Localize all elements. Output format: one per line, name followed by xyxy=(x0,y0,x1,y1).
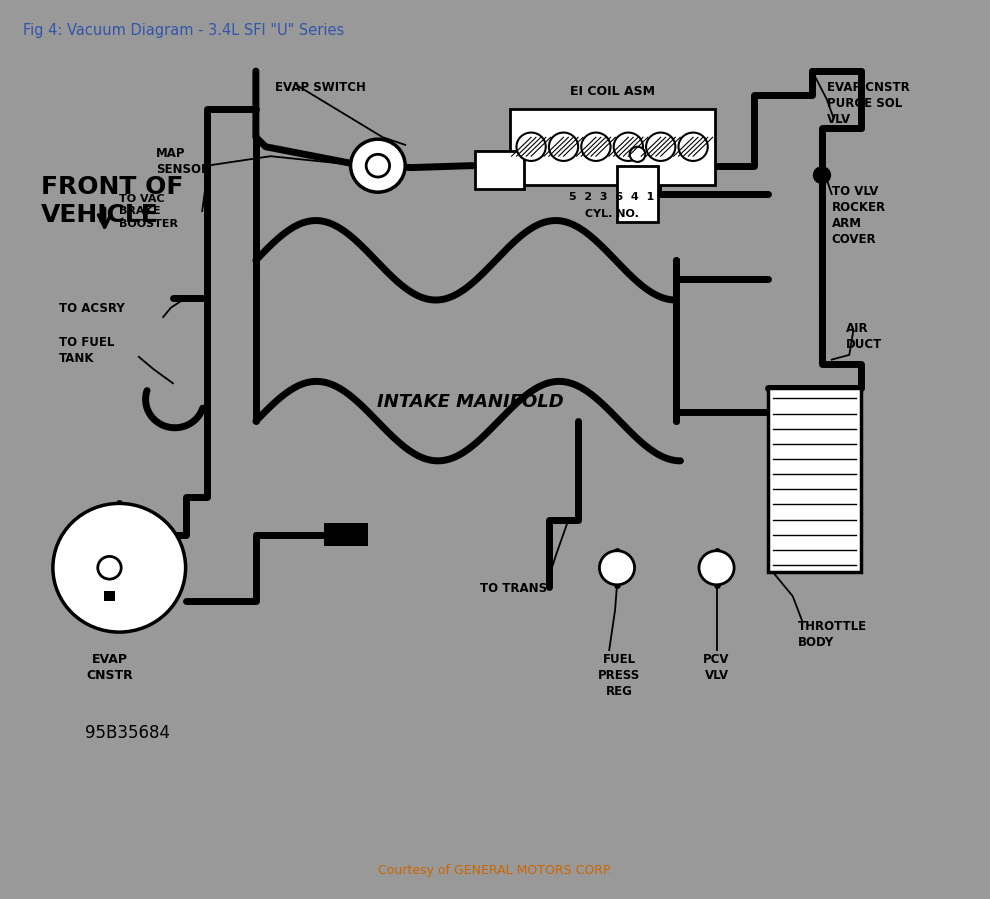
Text: 5  2  3  6  4  1: 5 2 3 6 4 1 xyxy=(569,192,654,202)
Circle shape xyxy=(630,147,645,162)
Circle shape xyxy=(98,556,121,579)
Text: EVAP SWITCH: EVAP SWITCH xyxy=(275,81,366,93)
Circle shape xyxy=(814,167,830,182)
Circle shape xyxy=(699,551,735,584)
Circle shape xyxy=(646,132,675,161)
Bar xyxy=(324,523,368,546)
Text: THROTTLE
BODY: THROTTLE BODY xyxy=(798,619,866,649)
Text: 95B35684: 95B35684 xyxy=(85,725,170,743)
Text: EI COIL ASM: EI COIL ASM xyxy=(569,85,654,98)
Text: Courtesy of GENERAL MOTORS CORP.: Courtesy of GENERAL MOTORS CORP. xyxy=(378,864,612,877)
Bar xyxy=(510,109,715,184)
Text: TO VAC
BRAKE
BOOSTER: TO VAC BRAKE BOOSTER xyxy=(119,194,178,229)
Bar xyxy=(104,592,116,601)
Circle shape xyxy=(517,132,545,161)
Circle shape xyxy=(581,132,611,161)
Text: FRONT OF
VEHICLE: FRONT OF VEHICLE xyxy=(42,175,183,227)
Text: TO TRANS: TO TRANS xyxy=(479,582,546,595)
Circle shape xyxy=(678,132,708,161)
Circle shape xyxy=(614,132,643,161)
Text: EVAP
CNSTR: EVAP CNSTR xyxy=(86,653,133,682)
Text: PCV
VLV: PCV VLV xyxy=(703,653,730,682)
Text: Fig 4: Vacuum Diagram - 3.4L SFI "U" Series: Fig 4: Vacuum Diagram - 3.4L SFI "U" Ser… xyxy=(24,23,345,38)
Circle shape xyxy=(350,139,405,192)
Text: CYL. NO.: CYL. NO. xyxy=(585,209,640,219)
Bar xyxy=(475,151,525,190)
Circle shape xyxy=(599,551,635,584)
Bar xyxy=(617,165,658,222)
Text: TO ACSRY: TO ACSRY xyxy=(58,302,125,315)
Text: INTAKE MANIFOLD: INTAKE MANIFOLD xyxy=(377,393,564,411)
Circle shape xyxy=(548,132,578,161)
Text: EVAP CNSTR
PURGE SOL
VLV: EVAP CNSTR PURGE SOL VLV xyxy=(827,81,910,126)
Text: MAP
SENSOR: MAP SENSOR xyxy=(156,147,211,175)
Text: TO FUEL
TANK: TO FUEL TANK xyxy=(58,336,114,365)
Text: FUEL
PRESS
REG: FUEL PRESS REG xyxy=(598,653,641,698)
Text: TO VLV
ROCKER
ARM
COVER: TO VLV ROCKER ARM COVER xyxy=(832,184,886,245)
Bar xyxy=(768,388,861,573)
Text: AIR
DUCT: AIR DUCT xyxy=(846,322,883,351)
Circle shape xyxy=(52,503,185,632)
Circle shape xyxy=(366,155,390,177)
